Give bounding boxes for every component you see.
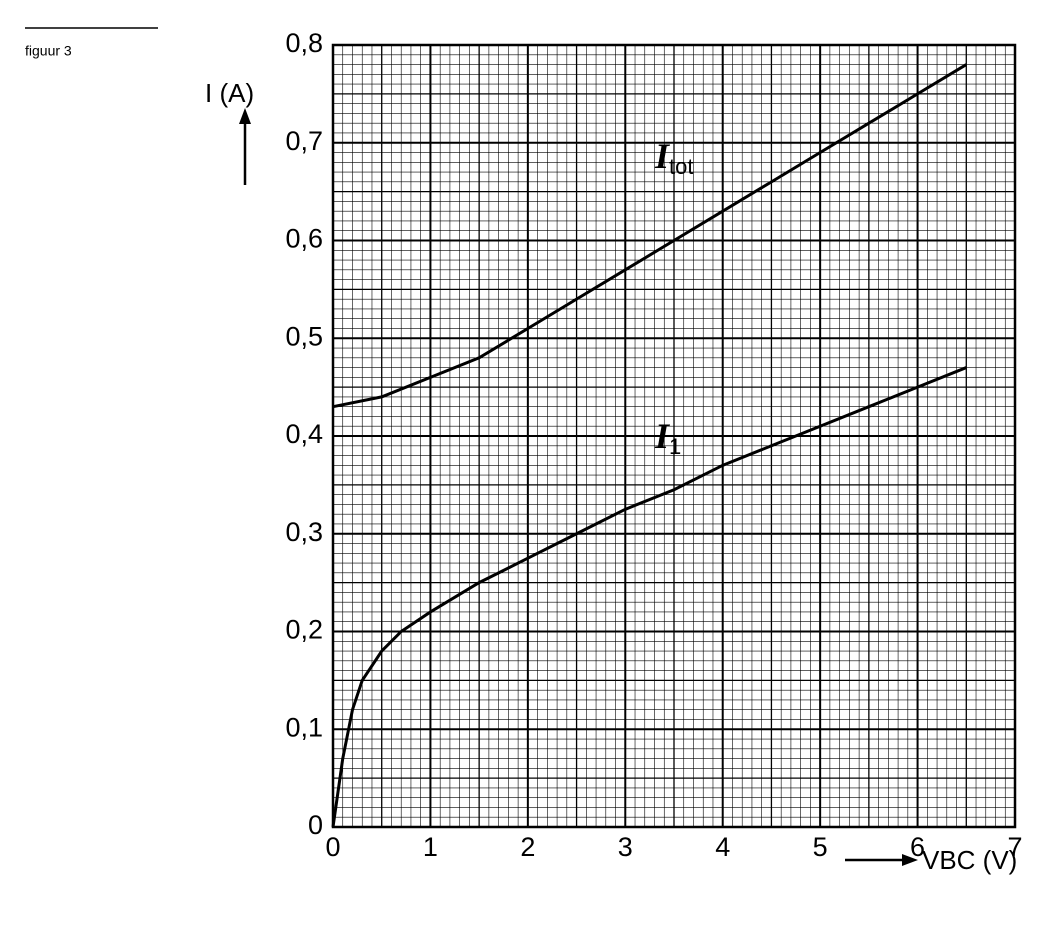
x-tick-label: 3: [618, 832, 633, 862]
series-label-sub: 1: [669, 434, 681, 459]
y-tick-label: 0,8: [285, 28, 323, 58]
y-tick-label: 0,3: [285, 517, 323, 547]
y-tick-label: 0,5: [285, 321, 323, 351]
x-tick-label: 1: [423, 832, 438, 862]
x-tick-label: 5: [813, 832, 828, 862]
series-line: [331, 366, 967, 828]
x-axis-arrowhead: [902, 854, 918, 866]
x-tick-label: 4: [715, 832, 730, 862]
y-tick-label: 0,4: [285, 419, 323, 449]
y-tick-label: 0: [308, 810, 323, 840]
series-label-main: I: [654, 416, 671, 456]
y-tick-label: 0,2: [285, 615, 323, 645]
y-tick-label: 0,1: [285, 712, 323, 742]
series-label-sub: tot: [669, 154, 693, 179]
series-label-main: I: [654, 136, 671, 176]
x-tick-label: 6: [910, 832, 925, 862]
y-tick-label: 0,6: [285, 224, 323, 254]
x-tick-label: 7: [1007, 832, 1022, 862]
y-axis-arrowhead: [239, 108, 251, 124]
series-line: [332, 63, 968, 409]
y-axis-label: I (A): [205, 78, 254, 108]
y-tick-label: 0,7: [285, 126, 323, 156]
series-label: Itot: [654, 136, 693, 179]
x-tick-label: 0: [325, 832, 340, 862]
figure-label: figuur 3: [25, 43, 72, 59]
x-axis-label: VBC (V): [922, 845, 1017, 875]
plot-frame: [331, 43, 1017, 829]
series-label: I1: [654, 416, 681, 459]
x-tick-label: 2: [520, 832, 535, 862]
